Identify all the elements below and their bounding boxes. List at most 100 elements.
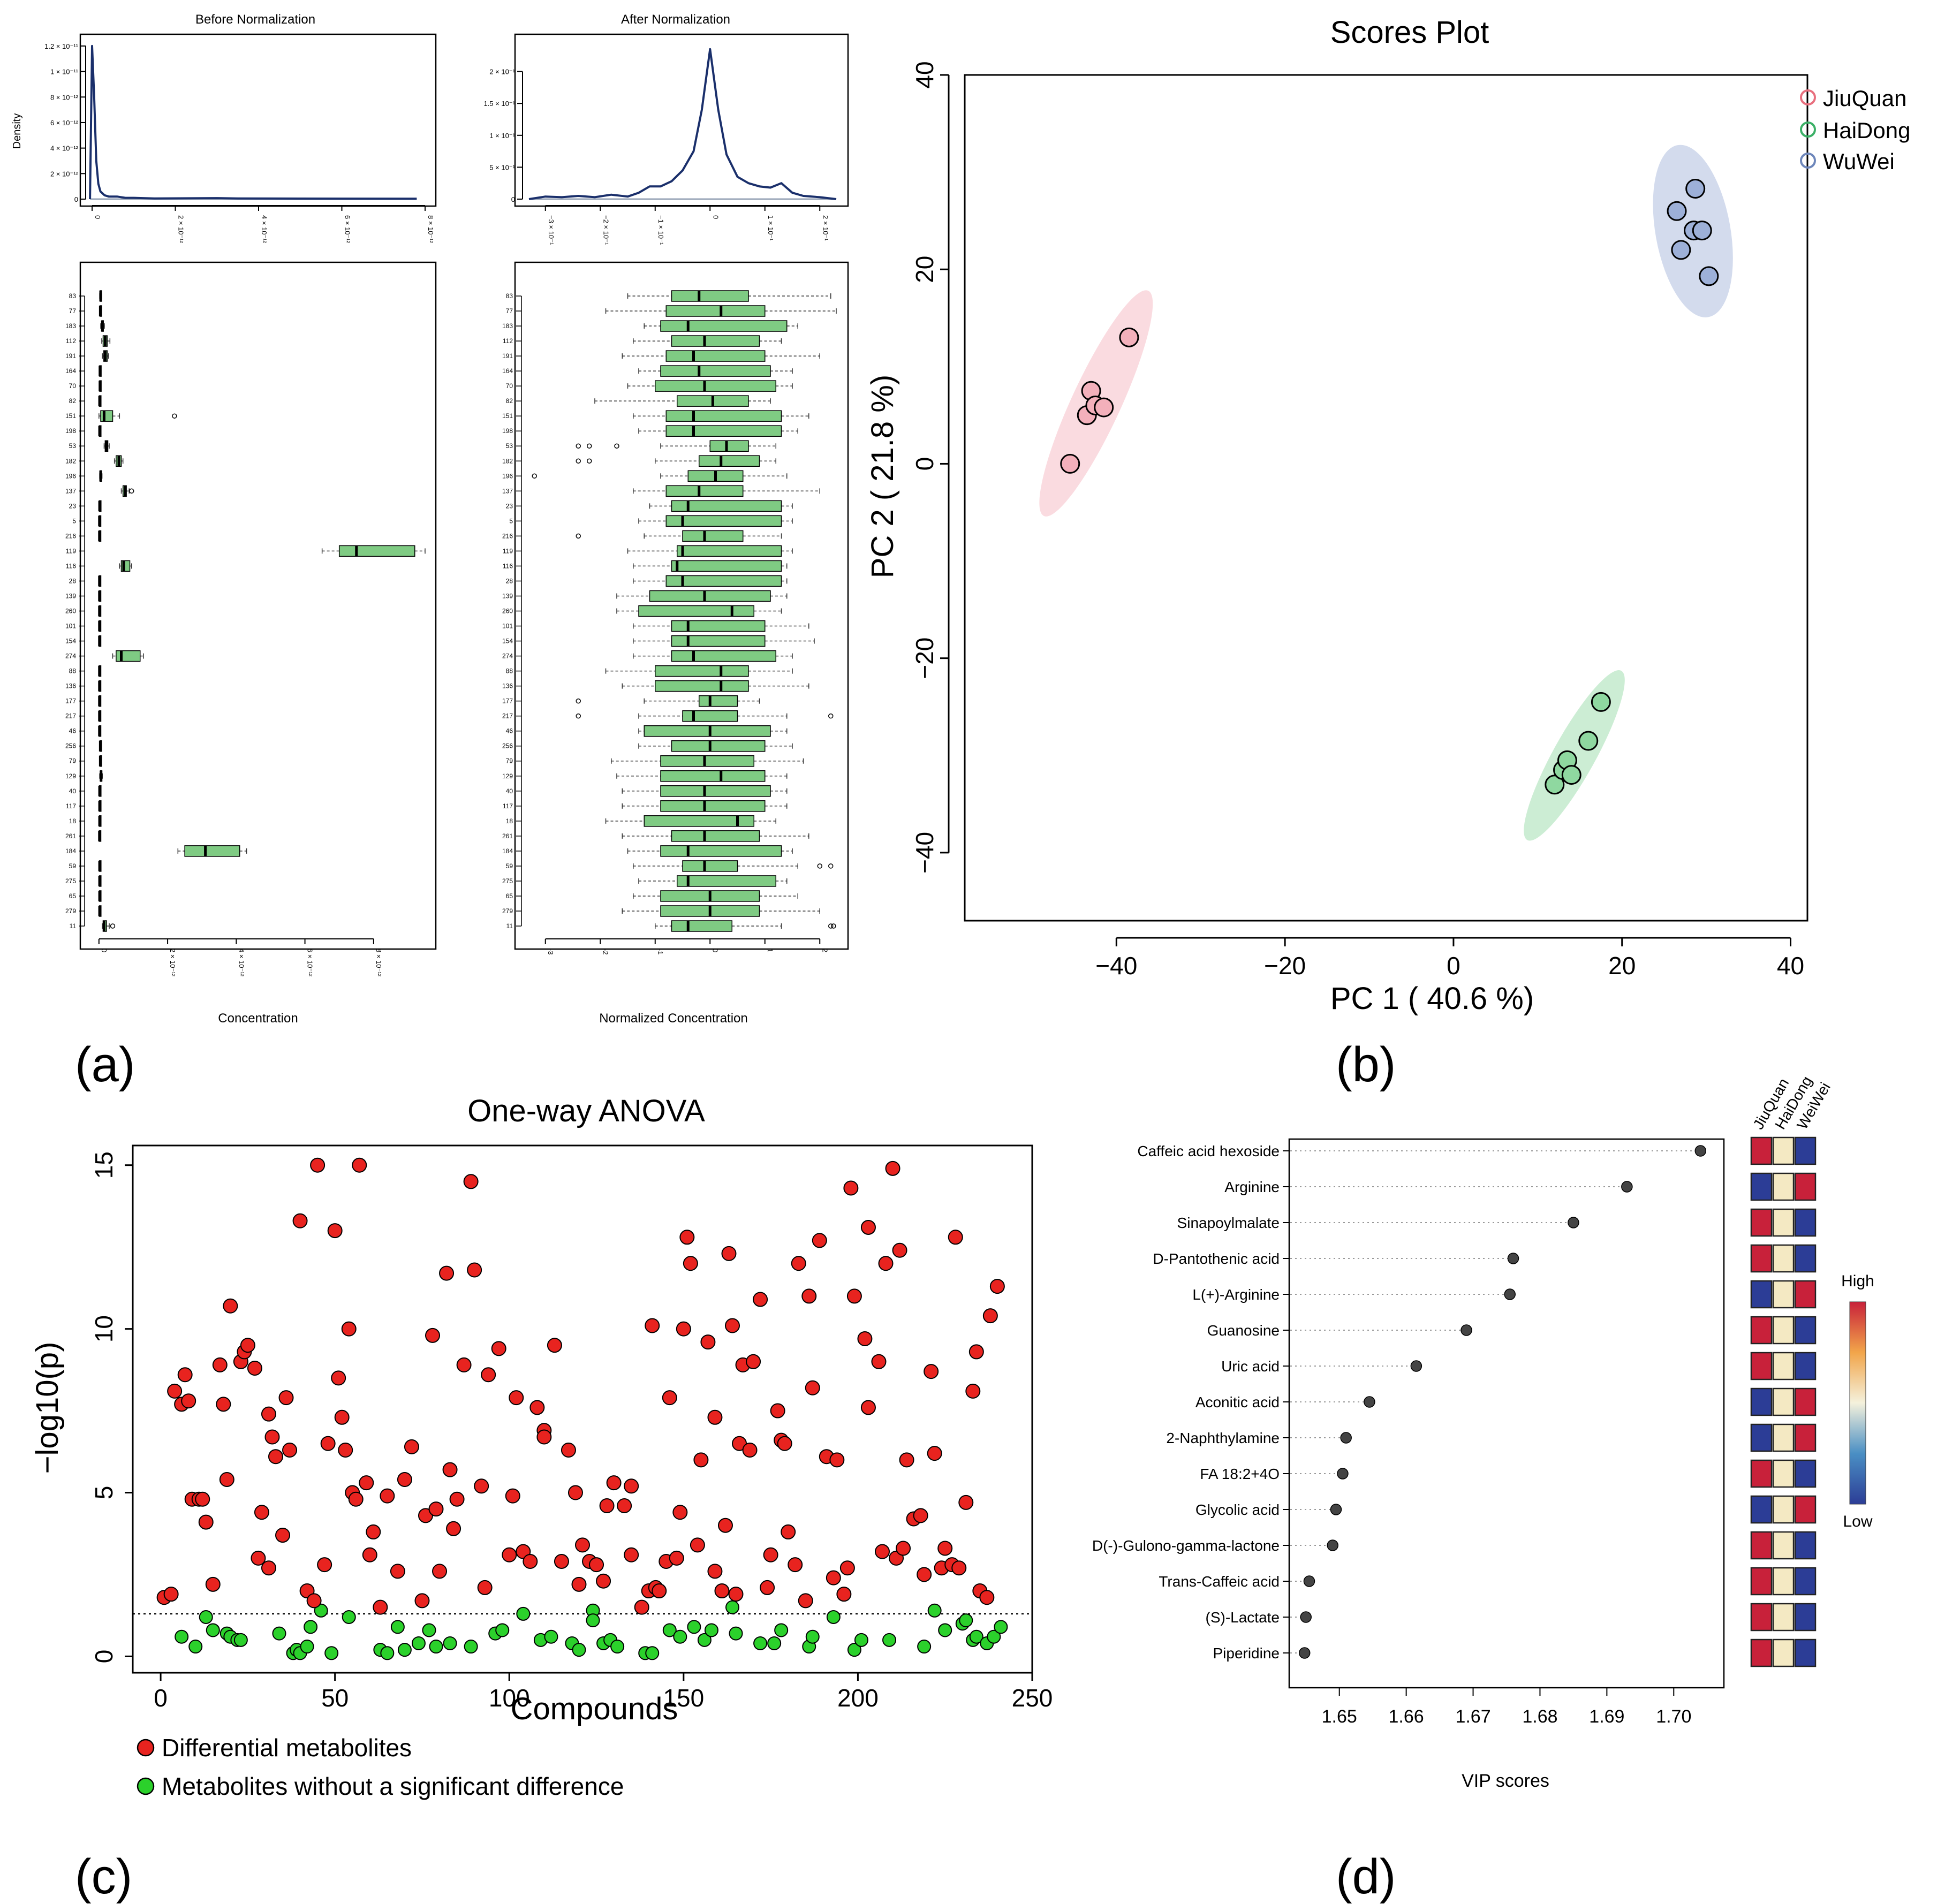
x-tick-label: 0 [100,949,108,952]
nonsignificant-point [917,1640,932,1654]
y-tick-label: 6 × 10⁻¹² [50,119,79,127]
category-tick-label: 77 [506,307,513,315]
heatmap-cell [1794,1531,1817,1560]
x-tick-label: 1 × 10⁻¹ [767,215,775,241]
category-tick-label: 164 [65,367,76,375]
differential-point [463,1174,479,1189]
nonsignificant-point [516,1606,531,1621]
differential-point [505,1488,520,1504]
differential-point [529,1400,545,1415]
differential-point [937,1541,953,1556]
differential-point [449,1491,465,1507]
vip-point [1621,1181,1633,1193]
differential-point [502,1547,517,1562]
category-tick-label: 137 [502,487,513,495]
density-curve [89,44,417,200]
differential-point [397,1472,412,1488]
differential-point [536,1429,552,1445]
box [665,515,782,527]
heatmap-cell [1794,1495,1817,1524]
heatmap-cell [1794,1316,1817,1345]
nonsignificant-point [673,1629,687,1644]
y-tick-label: 8 × 10⁻¹² [50,93,79,101]
heatmap-cell [1750,1244,1773,1273]
differential-point [728,1587,744,1602]
differential-point [798,1593,813,1609]
vip-point [1410,1360,1422,1372]
category-tick-label: 198 [502,427,513,435]
heatmap-cell [1750,1172,1773,1201]
category-tick-label: 79 [506,757,513,765]
x-tick-label: 1 [766,949,774,952]
score-point [1561,765,1581,785]
heatmap-cell [1794,1172,1817,1201]
differential-point [261,1560,276,1576]
heatmap-cell [1772,1387,1795,1416]
box [116,650,141,662]
box [660,365,771,377]
heatmap-cell [1772,1352,1795,1380]
vip-point [1298,1647,1311,1659]
differential-point [805,1380,820,1395]
y-tick-label: 0 [90,1650,118,1664]
heatmap-cell [1794,1603,1817,1632]
differential-point [707,1409,723,1425]
nonsignificant-point [495,1623,510,1637]
heatmap-cell [1750,1352,1773,1380]
legend-marker-nonsignificant [137,1777,155,1795]
y-tick-label: 2 × 10⁻¹ [489,68,515,76]
heatmap-cell [1772,1459,1795,1488]
vip-point [1460,1324,1472,1336]
nonsignificant-point [729,1626,743,1641]
box [660,845,782,857]
metabolite-label: Uric acid [1221,1358,1280,1375]
x-tick-label: 2 × 10⁻¹ [821,215,829,241]
category-tick-label: 261 [65,832,76,840]
category-tick-label: 177 [502,697,513,705]
outlier-point [110,923,116,929]
x-tick-label: 1.68 [1522,1706,1557,1727]
heatmap-cell [1750,1638,1773,1667]
box [671,740,766,752]
nonsignificant-point [314,1603,328,1618]
heatmap-cell [1750,1423,1773,1452]
scores-plot-marks: −40 −20 0 20 40 −40 −20 0 20 40 [911,61,1804,980]
category-tick-label: 40 [69,787,77,795]
category-tick-label: 151 [502,412,513,420]
vip-marks: Caffeic acid hexoside Arginine Sinapoylmal… [1092,1143,1707,1727]
score-point [1591,692,1611,712]
box [682,530,744,542]
heatmap-cell [1772,1136,1795,1165]
heatmap-cell [1750,1567,1773,1596]
panel-b: Scores Plot −40 −20 0 20 40 −40 −20 0 20 40 PC 1 … [865,15,1910,1092]
density-before-plot-frame [79,33,437,207]
box [660,800,766,812]
differential-point [965,1383,981,1399]
outlier-point [172,413,177,419]
differential-point [599,1498,615,1513]
differential-point [219,1472,234,1488]
metabolite-label: (S)-Lactate [1206,1609,1280,1626]
nonsignificant-point [304,1620,318,1634]
differential-point [860,1400,876,1415]
differential-point [571,1576,587,1592]
category-tick-label: 70 [69,382,77,390]
nonsignificant-point [411,1636,426,1650]
outlier-point [817,863,822,869]
category-tick-label: 137 [65,487,76,495]
x-tick-label: 20 [1608,952,1636,980]
x-tick-label: −3 × 10⁻¹ [547,215,555,245]
box [660,785,771,797]
differential-point [306,1593,322,1609]
category-tick-label: 117 [66,802,76,810]
category-tick-label: 154 [65,638,76,645]
box [660,755,754,767]
heatmap-cell [1772,1244,1795,1273]
outlier-point [828,923,834,929]
density-before-title: Before Normalization [195,12,315,27]
x-tick-label: 250 [1012,1684,1053,1712]
differential-point [968,1344,984,1360]
differential-point [282,1442,298,1458]
nonsignificant-point [826,1610,841,1624]
differential-point [829,1452,845,1468]
